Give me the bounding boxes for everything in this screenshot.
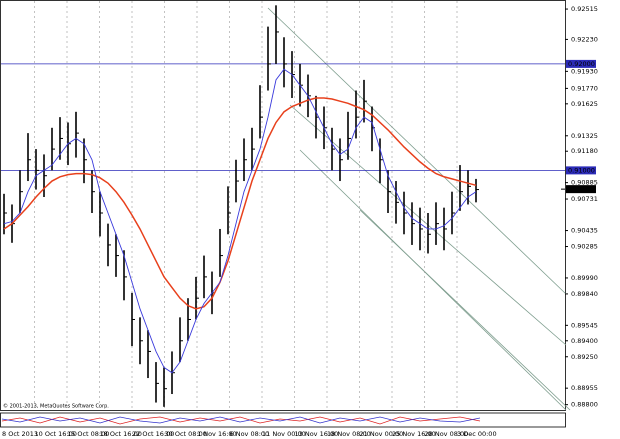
x-tick-label: 30 Oct 08:00	[165, 430, 207, 438]
y-tick-label: 0.91770	[571, 84, 598, 92]
y-tick-label: 0.89400	[571, 337, 598, 345]
oscillator-line	[1, 416, 481, 424]
level-box	[566, 166, 596, 175]
x-tick-label: 25 Nov 16:00	[392, 430, 436, 438]
current-price-label: 0.90824	[568, 185, 595, 193]
copyright: © 2001-2013, MetaQuotes Software Corp.	[3, 403, 109, 410]
y-tick-label: 0.89250	[571, 353, 598, 361]
y-tick-label: 0.89545	[571, 321, 598, 329]
x-tick-label: 3 Dec 00:00	[457, 430, 497, 438]
y-tick-label: 0.91625	[571, 100, 598, 108]
x-tick-label: 28 Nov 08:00	[425, 430, 469, 438]
y-tick-label: 0.92515	[571, 5, 598, 13]
x-tick-label: 21 Nov 00:00	[360, 430, 404, 438]
current-price-box	[566, 185, 596, 194]
y-tick-label: 0.90435	[571, 227, 598, 235]
y-tick-label: 0.89840	[571, 290, 598, 298]
y-tick-label: 0.90885	[571, 179, 598, 187]
y-tick-label: 0.90731	[571, 195, 598, 203]
indicator-frame	[0, 412, 566, 428]
x-tick-label: 18 Nov 08:00	[327, 430, 371, 438]
moving-average	[3, 68, 477, 374]
y-tick-label: 0.91180	[571, 147, 598, 155]
x-tick-label: 6 Nov 08:00	[230, 430, 270, 438]
plot-frame	[0, 0, 566, 411]
y-tick-label: 0.91930	[571, 67, 598, 75]
oscillator-line	[1, 416, 481, 425]
x-tick-label: 15 Oct 08:00	[67, 430, 109, 438]
y-tick-label: 0.88955	[571, 384, 598, 392]
x-tick-label: 10 Oct 16:00	[35, 430, 77, 438]
y-tick-label: 0.90285	[571, 243, 598, 251]
channel	[267, 7, 571, 411]
level-label: 0.92000	[568, 60, 595, 68]
x-tick-label: 18 Oct 16:00	[100, 430, 142, 438]
moving-average	[3, 97, 477, 310]
x-tick-label: 11 Nov 00:00	[262, 430, 306, 438]
level-label: 0.91000	[568, 166, 595, 174]
level-box	[566, 59, 596, 68]
y-tick-label: 0.89990	[571, 274, 598, 282]
x-tick-label: 8 Oct 2013	[2, 430, 38, 438]
y-tick-label: 0.91325	[571, 132, 598, 140]
y-tick-label: 0.92230	[571, 35, 598, 43]
y-tick-label: 0.88800	[571, 401, 598, 409]
x-tick-label: 22 Oct 16:00	[132, 430, 174, 438]
x-tick-label: 1 Nov 16:00	[197, 430, 237, 438]
x-tick-label: 13 Nov 16:00	[295, 430, 339, 438]
